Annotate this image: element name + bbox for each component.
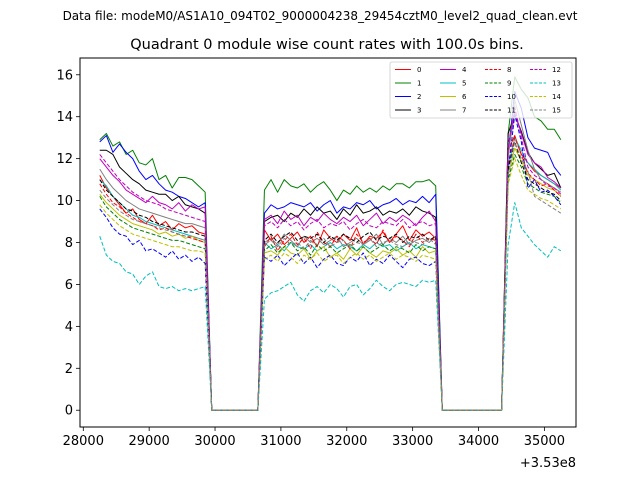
legend-label-15: 15 <box>552 107 561 115</box>
y-tick-label: 4 <box>65 320 73 335</box>
y-tick-label: 10 <box>56 194 73 209</box>
y-tick-label: 2 <box>65 362 73 377</box>
series-line-3 <box>99 114 562 411</box>
series-layer <box>99 76 562 411</box>
legend-frame <box>389 61 573 119</box>
y-tick-label: 14 <box>56 110 73 125</box>
x-tick-label: 31000 <box>260 434 301 449</box>
y-tick-label: 6 <box>65 278 73 293</box>
series-line-2 <box>99 91 562 411</box>
y-tick-label: 0 <box>65 404 73 419</box>
x-tick-label: 35000 <box>524 434 565 449</box>
legend-label-8: 8 <box>507 66 511 74</box>
series-line-14 <box>99 158 562 411</box>
series-line-7 <box>99 99 562 411</box>
series-line-0 <box>99 135 562 411</box>
y-tick-label: 16 <box>56 68 73 83</box>
series-line-1 <box>99 76 562 411</box>
chart-suptitle: Data file: modeM0/AS1A10_094T02_90000042… <box>63 9 578 23</box>
x-tick-label: 33000 <box>392 434 433 449</box>
x-tick-label: 32000 <box>326 434 367 449</box>
series-line-6 <box>99 147 562 411</box>
legend-label-9: 9 <box>507 80 511 88</box>
series-line-5 <box>99 137 562 411</box>
legend-label-2: 2 <box>417 93 421 101</box>
x-tick-label: 28000 <box>63 434 104 449</box>
x-tick-label: 30000 <box>194 434 235 449</box>
legend-label-4: 4 <box>462 66 467 74</box>
legend-label-1: 1 <box>417 80 421 88</box>
series-line-11 <box>99 141 562 411</box>
chart-title: Quadrant 0 module wise count rates with … <box>130 37 524 53</box>
legend-label-13: 13 <box>552 80 561 88</box>
legend-label-12: 12 <box>552 66 561 74</box>
series-line-8 <box>99 137 562 411</box>
axes-layer: 28000 29000 30000 31000 32000 33000 34000 35000… <box>56 68 565 449</box>
series-line-10 <box>99 114 562 411</box>
legend-label-0: 0 <box>417 66 421 74</box>
y-tick-label: 8 <box>65 236 73 251</box>
x-tick-label: 34000 <box>458 434 499 449</box>
legend-label-6: 6 <box>462 93 467 101</box>
x-offset-label: +3.53e8 <box>520 456 576 471</box>
legend-label-10: 10 <box>507 93 516 101</box>
legend-label-3: 3 <box>417 107 421 115</box>
series-line-12 <box>99 105 562 411</box>
legend-label-14: 14 <box>552 93 561 101</box>
series-line-4 <box>99 112 562 411</box>
series-line-15 <box>99 141 562 411</box>
x-tick-label: 29000 <box>128 434 169 449</box>
series-line-9 <box>99 153 562 411</box>
legend-label-7: 7 <box>462 107 466 115</box>
legend-label-5: 5 <box>462 80 466 88</box>
legend-label-11: 11 <box>507 107 516 115</box>
y-tick-label: 12 <box>56 152 73 167</box>
